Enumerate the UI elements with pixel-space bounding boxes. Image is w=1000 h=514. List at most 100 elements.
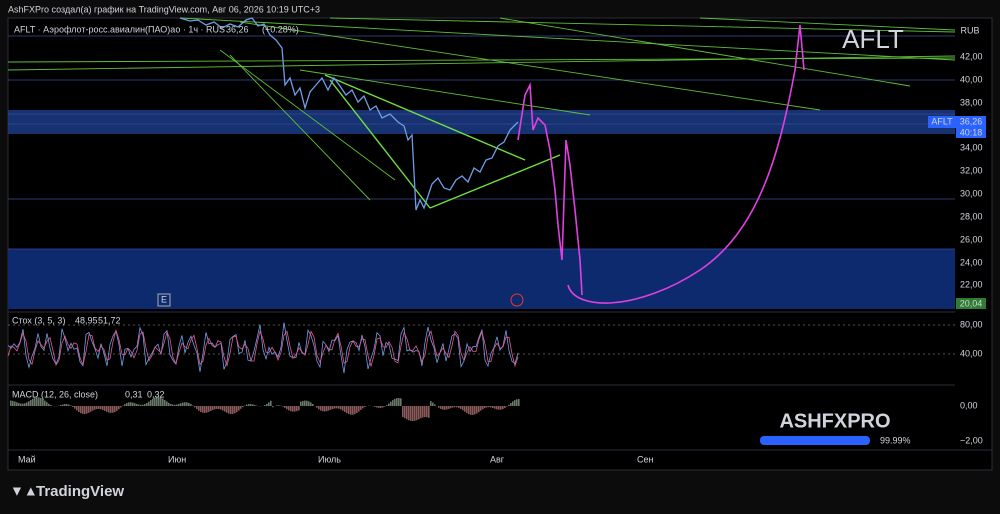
macd-bar xyxy=(320,406,322,411)
tag-symbol: AFLT xyxy=(931,116,953,126)
macd-bar xyxy=(484,406,486,409)
macd-bar xyxy=(250,404,252,406)
macd-bar xyxy=(466,406,468,414)
macd-bar xyxy=(156,397,158,406)
macd-bar xyxy=(34,397,36,406)
macd-bar xyxy=(446,406,448,410)
macd-bar xyxy=(242,406,244,408)
price-label: 26,00 xyxy=(960,234,983,244)
brand-progress: 99.99% xyxy=(880,435,911,445)
tag-countdown: 40:18 xyxy=(960,127,983,137)
macd-bar xyxy=(88,406,90,413)
wedge xyxy=(324,74,561,209)
macd-bar xyxy=(160,397,162,406)
chart-frame xyxy=(7,17,993,471)
macd-bar xyxy=(236,406,238,413)
macd-bar xyxy=(78,406,80,412)
macd-bar xyxy=(142,404,144,406)
macd-bar xyxy=(240,406,242,409)
macd-bar xyxy=(132,402,134,406)
macd-bar xyxy=(478,406,480,413)
macd-bar xyxy=(392,400,394,406)
macd-bar xyxy=(104,406,106,411)
macd-bar xyxy=(414,406,416,421)
macd-bar xyxy=(212,406,214,411)
footer-logo: TradingView xyxy=(36,483,124,500)
macd-bar xyxy=(374,406,376,407)
macd-bar xyxy=(174,404,176,406)
tag-level: 20,04 xyxy=(960,298,983,308)
macd-bar xyxy=(208,406,210,412)
macd-bar xyxy=(298,406,300,411)
macd-bar xyxy=(36,397,38,406)
macd-bar xyxy=(166,401,168,406)
macd-bar xyxy=(32,398,34,406)
price-label: 40,00 xyxy=(960,74,983,84)
macd-bar xyxy=(334,406,336,409)
macd-bar xyxy=(282,406,284,407)
macd-bar xyxy=(304,400,306,406)
footer-icon: ▼▲ xyxy=(10,483,38,499)
tag-price: 36,26 xyxy=(960,116,983,126)
macd-bar xyxy=(396,398,398,406)
macd-value: 0,31 xyxy=(125,389,143,399)
macd-bar xyxy=(118,406,120,410)
macd-bar xyxy=(28,401,30,406)
stoch-k xyxy=(7,322,519,374)
macd-bar xyxy=(246,404,248,406)
price-label: 42,00 xyxy=(960,51,983,61)
macd-bar xyxy=(120,406,122,408)
macd-bar xyxy=(326,406,328,412)
macd-bar xyxy=(196,406,198,410)
macd-bar xyxy=(270,400,272,406)
macd-bar xyxy=(312,404,314,406)
macd-bar xyxy=(336,406,338,409)
macd-bar xyxy=(98,406,100,409)
macd-bar xyxy=(144,404,146,406)
macd-bar xyxy=(106,406,108,412)
macd-bar xyxy=(86,406,88,414)
macd-bar xyxy=(168,402,170,406)
macd-bar xyxy=(306,400,308,406)
macd-bar xyxy=(354,406,356,415)
macd-bar xyxy=(290,406,292,412)
price-label: 32,00 xyxy=(960,165,983,175)
macd-bar xyxy=(394,398,396,406)
trend-lines xyxy=(7,17,956,201)
macd-bar xyxy=(398,397,400,406)
macd-bar xyxy=(430,401,432,406)
macd-bar xyxy=(476,406,478,414)
macd-bar xyxy=(216,406,218,409)
macd-bar xyxy=(504,406,506,409)
macd-bar xyxy=(500,406,502,410)
macd-bar xyxy=(400,398,402,406)
macd-bar xyxy=(358,406,360,412)
macd-bar xyxy=(248,404,250,406)
macd-bar xyxy=(22,403,24,406)
price-label: 22,00 xyxy=(960,279,983,289)
event-marker xyxy=(510,293,524,307)
earnings-marker xyxy=(157,293,171,307)
legend-symbol: AFLT · Аэрофлот-росс.авиалин(ПАО)ао · 1ч… xyxy=(14,24,225,34)
macd-bar xyxy=(310,402,312,406)
time-label: Июн xyxy=(168,454,186,464)
macd-bar xyxy=(422,406,424,418)
macd-bar xyxy=(390,401,392,406)
macd-bar xyxy=(462,406,464,411)
time-label: Авг xyxy=(490,454,505,464)
macd-bar xyxy=(508,404,510,406)
macd-bar xyxy=(342,406,344,411)
macd-signal: 0,32 xyxy=(147,389,165,399)
macd-bar xyxy=(360,406,362,410)
macd-bar xyxy=(138,404,140,406)
macd-bar xyxy=(440,406,442,409)
macd-bar xyxy=(278,405,280,406)
macd-bar xyxy=(74,406,76,409)
macd-bar xyxy=(268,402,270,406)
price-label: 28,00 xyxy=(960,211,983,221)
macd-bar xyxy=(162,398,164,406)
macd-bar xyxy=(150,400,152,406)
brand-progress-bar xyxy=(760,436,870,445)
macd-bar xyxy=(26,402,28,406)
